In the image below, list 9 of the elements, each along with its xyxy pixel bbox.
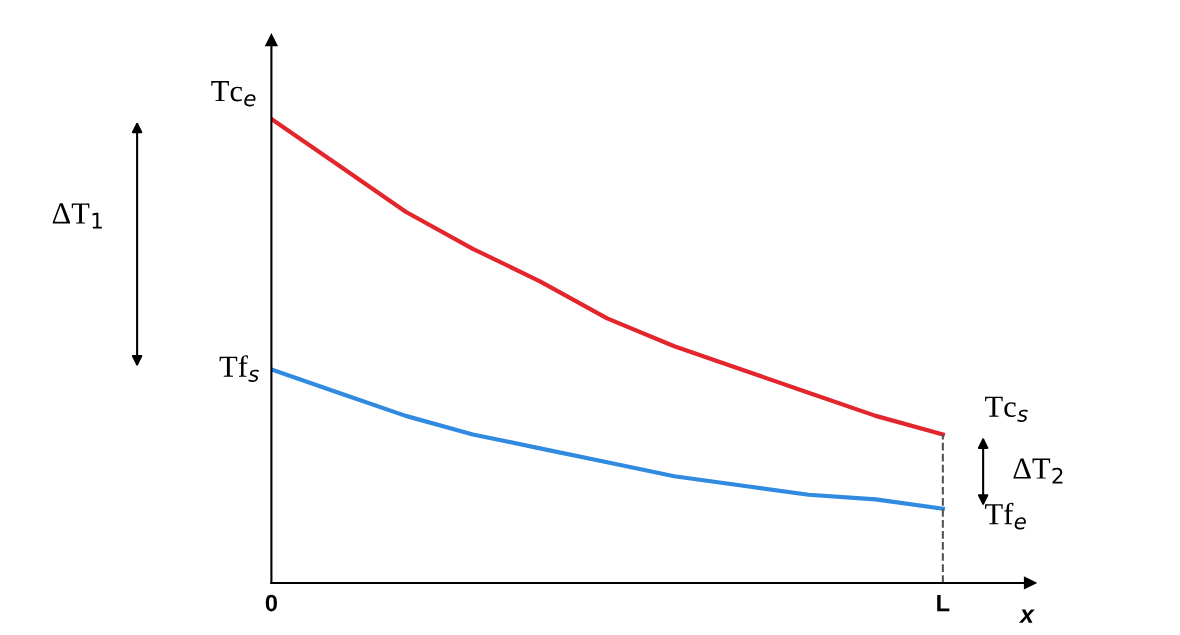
annotation: Tc$_{s}$ (985, 396, 1028, 422)
text: ΔT$_{1}$ (52, 203, 102, 229)
x-tick-label: L (937, 594, 950, 612)
annotation: ΔT$_{2}$ (1013, 458, 1063, 484)
x-tick-label: 0 (265, 594, 277, 612)
text: Tc$_{e}$ (211, 81, 256, 107)
annotation: Tf$_{e}$ (985, 502, 1026, 530)
text: Tf$_{s}$ (219, 355, 259, 382)
x-axis-title: x (1018, 609, 1035, 623)
